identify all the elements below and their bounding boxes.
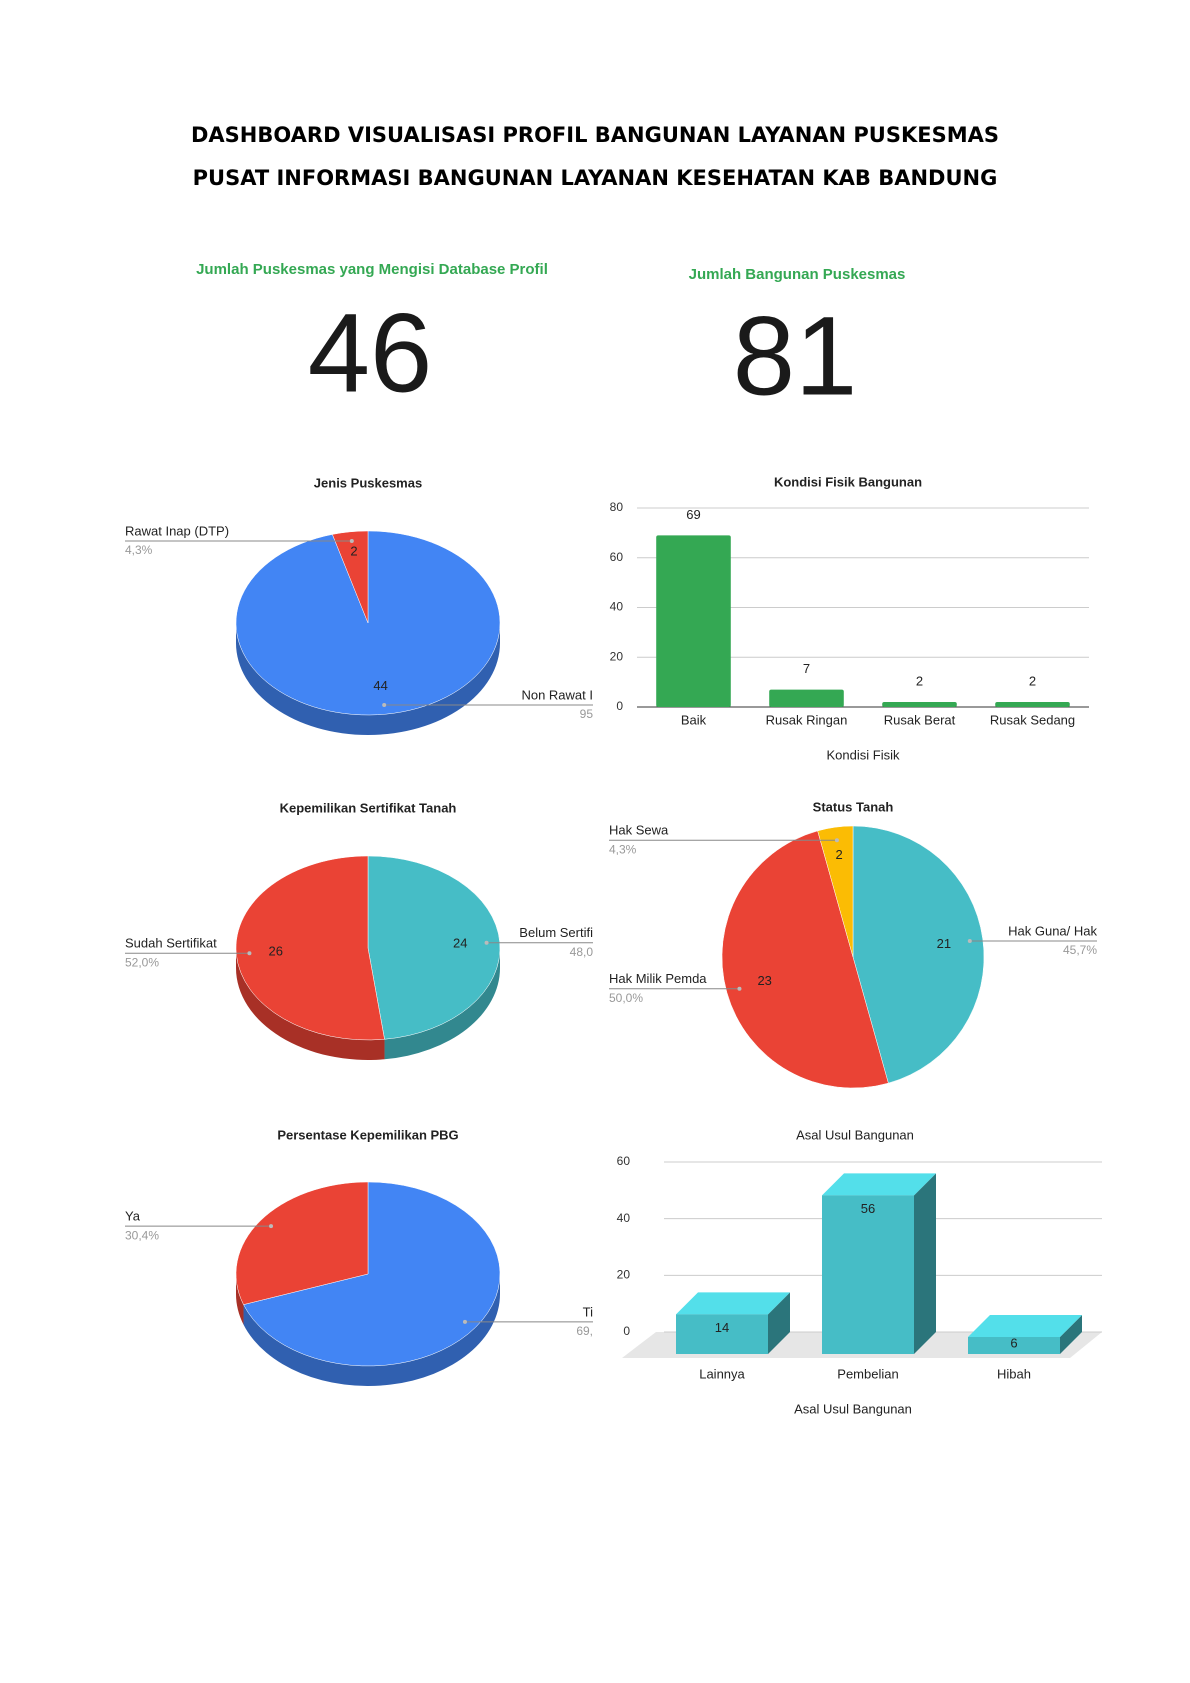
x-tick-label: Rusak Sedang — [990, 712, 1075, 727]
bar — [968, 1337, 1060, 1354]
bar — [882, 702, 957, 707]
y-tick-label: 20 — [617, 1268, 631, 1282]
callout-percent: 52,0% — [125, 955, 159, 969]
callout-label: Ya — [125, 1209, 141, 1224]
callout-percent: 95 — [580, 707, 594, 721]
pie-slice — [722, 830, 889, 1089]
bar-side — [1060, 1315, 1082, 1354]
dashboard-title: DASHBOARD VISUALISASI PROFIL BANGUNAN LA… — [191, 123, 999, 147]
callout-label: Hak Sewa — [609, 823, 669, 838]
pie-side — [236, 1274, 244, 1325]
dashboard-subtitle: PUSAT INFORMASI BANGUNAN LAYANAN KESEHAT… — [193, 166, 998, 190]
pie-side — [236, 623, 500, 735]
bar-side — [914, 1173, 936, 1354]
callout-dot — [484, 940, 489, 945]
y-tick-label: 60 — [610, 550, 624, 564]
y-tick-label: 20 — [610, 649, 624, 663]
slice-value: 2 — [835, 847, 842, 862]
x-tick-label: Rusak Berat — [884, 712, 956, 727]
callout-percent: 48,0 — [570, 945, 594, 959]
pie-slice — [367, 855, 501, 1040]
slice-value: 23 — [757, 973, 771, 988]
kpi-label: Jumlah Puskesmas yang Mengisi Database P… — [196, 261, 548, 278]
callout-dot — [834, 838, 839, 843]
bar-value: 14 — [715, 1320, 729, 1335]
x-tick-label: Rusak Ringan — [766, 712, 848, 727]
chart-title: Asal Usul Bangunan — [796, 1127, 914, 1142]
callout-dot — [967, 938, 972, 943]
y-tick-label: 40 — [610, 600, 624, 614]
bar — [769, 689, 844, 707]
callout-label: Hak Milik Pemda — [609, 971, 707, 986]
y-tick-label: 80 — [610, 500, 624, 514]
bar-value: 7 — [803, 661, 810, 676]
callout-dot — [247, 951, 252, 956]
callout-percent: 4,3% — [609, 842, 637, 856]
y-tick-label: 40 — [617, 1211, 631, 1225]
bar-top — [822, 1173, 936, 1196]
chart-title: Kepemilikan Sertifikat Tanah — [280, 800, 457, 815]
slice-value: 24 — [453, 935, 467, 950]
x-tick-label: Baik — [681, 712, 707, 727]
kpi-value: 46 — [308, 291, 433, 416]
bar-value: 69 — [686, 507, 700, 522]
bar — [822, 1195, 914, 1354]
callout-percent: 45,7% — [1063, 943, 1097, 957]
x-axis-title: Asal Usul Bangunan — [794, 1401, 912, 1416]
bar-value: 56 — [861, 1201, 875, 1216]
bar-value: 2 — [916, 673, 923, 688]
chart-title: Status Tanah — [813, 799, 894, 814]
pie-slice — [332, 530, 369, 624]
chart-title: Persentase Kepemilikan PBG — [277, 1127, 458, 1142]
kpi-label: Jumlah Bangunan Puskesmas — [689, 266, 906, 283]
y-tick-label: 0 — [623, 1324, 630, 1338]
slice-value: 44 — [373, 678, 387, 693]
pie-slice — [243, 1181, 501, 1367]
callout-dot — [349, 538, 354, 543]
bar — [656, 535, 731, 707]
pie-side — [384, 948, 500, 1060]
bar — [676, 1314, 768, 1354]
bar-value: 2 — [1029, 673, 1036, 688]
bar-value: 6 — [1010, 1335, 1017, 1350]
slice-value: 2 — [350, 543, 357, 558]
bar-top — [676, 1292, 790, 1315]
slice-value: 26 — [269, 943, 283, 958]
callout-dot — [462, 1319, 467, 1324]
callout-dot — [737, 986, 742, 991]
x-tick-label: Pembelian — [837, 1366, 898, 1381]
callout-label: Belum Sertifi — [519, 925, 593, 940]
y-tick-label: 0 — [616, 699, 623, 713]
x-axis-title: Kondisi Fisik — [827, 747, 900, 762]
callout-percent: 4,3% — [125, 543, 153, 557]
kpi-value: 81 — [733, 294, 858, 419]
callout-percent: 50,0% — [609, 991, 643, 1005]
pie-slice — [817, 825, 854, 958]
pie-slice — [852, 825, 985, 1084]
bar-top — [968, 1315, 1082, 1337]
chart-title: Kondisi Fisik Bangunan — [774, 474, 922, 489]
callout-label: Sudah Sertifikat — [125, 936, 217, 951]
callout-label: Hak Guna/ Hak — [1008, 923, 1097, 938]
x-tick-label: Hibah — [997, 1366, 1031, 1381]
y-tick-label: 60 — [617, 1154, 631, 1168]
callout-percent: 30,4% — [125, 1228, 159, 1242]
callout-label: Non Rawat I — [521, 687, 593, 702]
callout-label: Rawat Inap (DTP) — [125, 523, 229, 538]
pie-slice — [235, 1181, 369, 1305]
slice-value: 21 — [937, 936, 951, 951]
pie-side — [236, 948, 385, 1060]
callout-dot — [382, 703, 387, 708]
x-tick-label: Lainnya — [699, 1366, 745, 1381]
bar — [995, 702, 1070, 707]
chart-title: Jenis Puskesmas — [314, 475, 422, 490]
pie-side — [243, 1274, 500, 1386]
callout-dot — [269, 1224, 274, 1229]
callout-percent: 69, — [576, 1324, 593, 1338]
callout-label: Ti — [583, 1304, 593, 1319]
pie-slice — [235, 855, 385, 1041]
bar-side — [768, 1292, 790, 1354]
